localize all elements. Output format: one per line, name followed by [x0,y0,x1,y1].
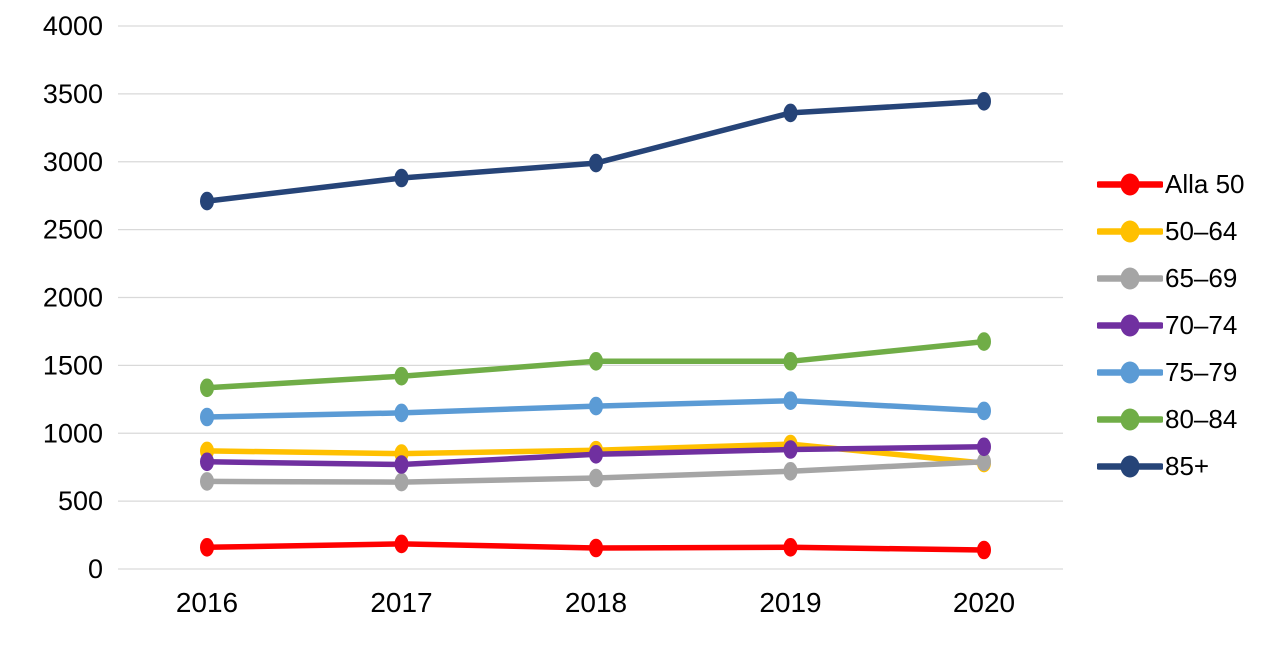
data-point-marker [200,378,214,398]
data-point-marker [783,391,798,411]
legend-label: 65–69 [1165,263,1238,293]
data-point-marker [977,332,991,351]
line-chart-plot: 0 500 1000 1500 2000 2500 3000 3500 4000 2016 2017… [43,11,1063,618]
data-point-marker [394,455,409,474]
data-point-marker [394,403,409,423]
legend-item-Alla-50: Alla 50 [1097,171,1245,198]
series-line-85+ [204,98,987,204]
data-point-marker [783,440,798,459]
legend-swatch-icon [1097,220,1163,243]
y-tick-label: 3500 [43,79,103,109]
y-tick-label: 1000 [43,418,103,448]
legend-swatch-icon [1097,267,1163,290]
legend-item-50-64: 50–64 [1097,218,1245,245]
y-tick-label: 500 [58,486,103,516]
data-point-marker [977,452,991,472]
x-tick-label: 2020 [953,587,1015,618]
data-point-marker [394,534,409,554]
legend-item-85+: 85+ [1097,453,1245,480]
legend-label: Alla 50 [1165,169,1245,199]
x-tick-label: 2017 [370,587,432,618]
data-point-marker [394,366,409,386]
y-tick-label: 3000 [43,147,103,177]
legend-swatch-icon [1097,314,1163,337]
legend-item-70-74: 70–74 [1097,312,1245,339]
legend-item-65-69: 65–69 [1097,265,1245,292]
legend-item-75-79: 75–79 [1097,359,1245,386]
legend-label: 80–84 [1165,404,1238,434]
data-point-marker [589,352,603,371]
x-tick-label: 2018 [565,587,627,618]
data-point-marker [589,445,603,464]
y-tick-label: 2000 [43,283,103,313]
x-tick-label: 2016 [176,587,238,618]
data-point-marker [394,472,409,492]
data-point-marker [977,401,991,421]
data-point-marker [200,472,214,491]
legend-item-80-84: 80–84 [1097,406,1245,433]
data-point-marker [589,396,603,416]
data-point-marker [783,352,798,371]
legend-swatch-icon [1097,361,1163,384]
data-point-marker [394,168,409,188]
legend-label: 75–79 [1165,357,1238,387]
data-point-marker [977,540,991,560]
data-point-marker [783,103,798,123]
y-tick-label: 1500 [43,350,103,380]
legend-swatch-icon [1097,173,1163,196]
legend-label: 50–64 [1165,216,1238,246]
data-point-marker [977,437,991,457]
y-tick-label: 4000 [43,11,103,41]
data-point-marker [200,452,214,472]
data-point-marker [200,191,214,211]
data-point-marker [589,468,603,488]
data-point-marker [783,538,798,557]
legend-label: 70–74 [1165,310,1238,340]
y-tick-label: 0 [88,554,103,584]
data-point-marker [200,538,214,557]
data-point-marker [977,92,991,111]
legend-swatch-icon [1097,455,1163,478]
x-tick-label: 2019 [759,587,821,618]
data-point-marker [589,538,603,558]
data-point-marker [589,153,603,173]
legend-swatch-icon [1097,408,1163,431]
data-point-marker [200,407,214,427]
legend: Alla 50 50–64 65–69 70–74 75–79 80–84 85+ [1097,171,1245,480]
legend-label: 85+ [1165,451,1210,481]
data-point-marker [783,462,798,481]
y-tick-label: 2500 [43,215,103,245]
